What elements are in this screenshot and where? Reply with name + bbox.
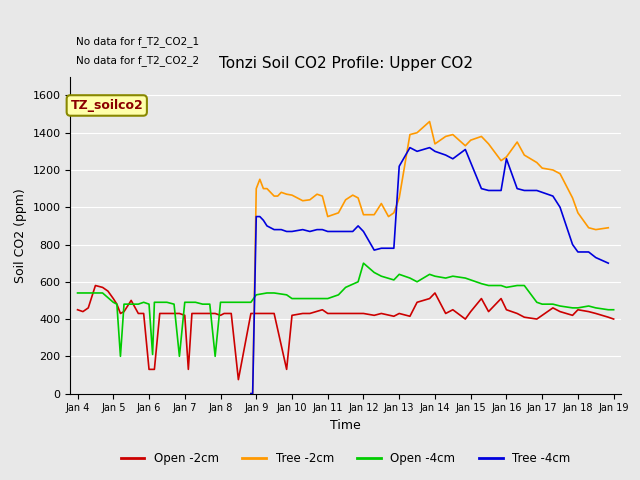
Title: Tonzi Soil CO2 Profile: Upper CO2: Tonzi Soil CO2 Profile: Upper CO2 [219,57,472,72]
Legend: Open -2cm, Tree -2cm, Open -4cm, Tree -4cm: Open -2cm, Tree -2cm, Open -4cm, Tree -4… [116,447,575,469]
Text: No data for f_T2_CO2_2: No data for f_T2_CO2_2 [76,55,199,66]
Y-axis label: Soil CO2 (ppm): Soil CO2 (ppm) [14,188,27,283]
Text: TZ_soilco2: TZ_soilco2 [70,99,143,112]
Text: No data for f_T2_CO2_1: No data for f_T2_CO2_1 [76,36,199,47]
X-axis label: Time: Time [330,419,361,432]
